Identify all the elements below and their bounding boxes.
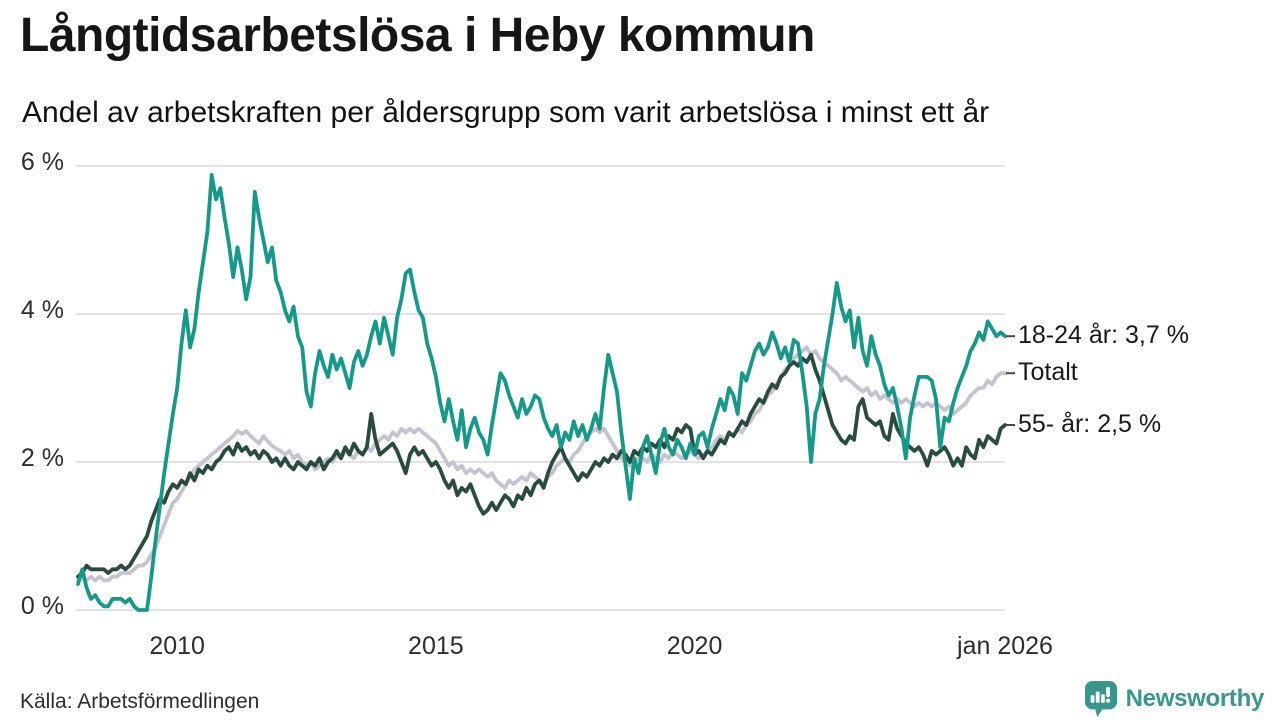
series-line-18-24år bbox=[76, 172, 1007, 612]
x-tick-0: 2010 bbox=[149, 632, 205, 660]
series-label-0: 18-24 år: 3,7 % bbox=[1018, 321, 1189, 350]
x-tick-2: 2020 bbox=[666, 632, 723, 660]
newsworthy-logo[interactable]: Newsworthy bbox=[1084, 680, 1264, 718]
newsworthy-logo-text: Newsworthy bbox=[1125, 685, 1265, 712]
page-title: Långtidsarbetslösa i Heby kommun bbox=[20, 9, 815, 62]
series-line-Totalt bbox=[76, 345, 1007, 583]
y-tick-3: 0 % bbox=[20, 592, 64, 620]
series-label-1: Totalt bbox=[1018, 358, 1078, 387]
series-line-55-år bbox=[76, 352, 1007, 579]
x-tick-3: jan 2026 bbox=[957, 632, 1053, 660]
y-tick-1: 4 % bbox=[20, 296, 64, 324]
page-subtitle: Andel av arbetskraften per åldersgrupp s… bbox=[22, 96, 990, 129]
y-tick-0: 6 % bbox=[20, 148, 64, 176]
series-label-2: 55- år: 2,5 % bbox=[1018, 410, 1162, 438]
x-tick-1: 2015 bbox=[408, 632, 464, 660]
source-note: Källa: Arbetsförmedlingen bbox=[20, 690, 260, 713]
newsworthy-logo-icon bbox=[1084, 680, 1118, 718]
y-tick-2: 2 % bbox=[20, 444, 64, 472]
